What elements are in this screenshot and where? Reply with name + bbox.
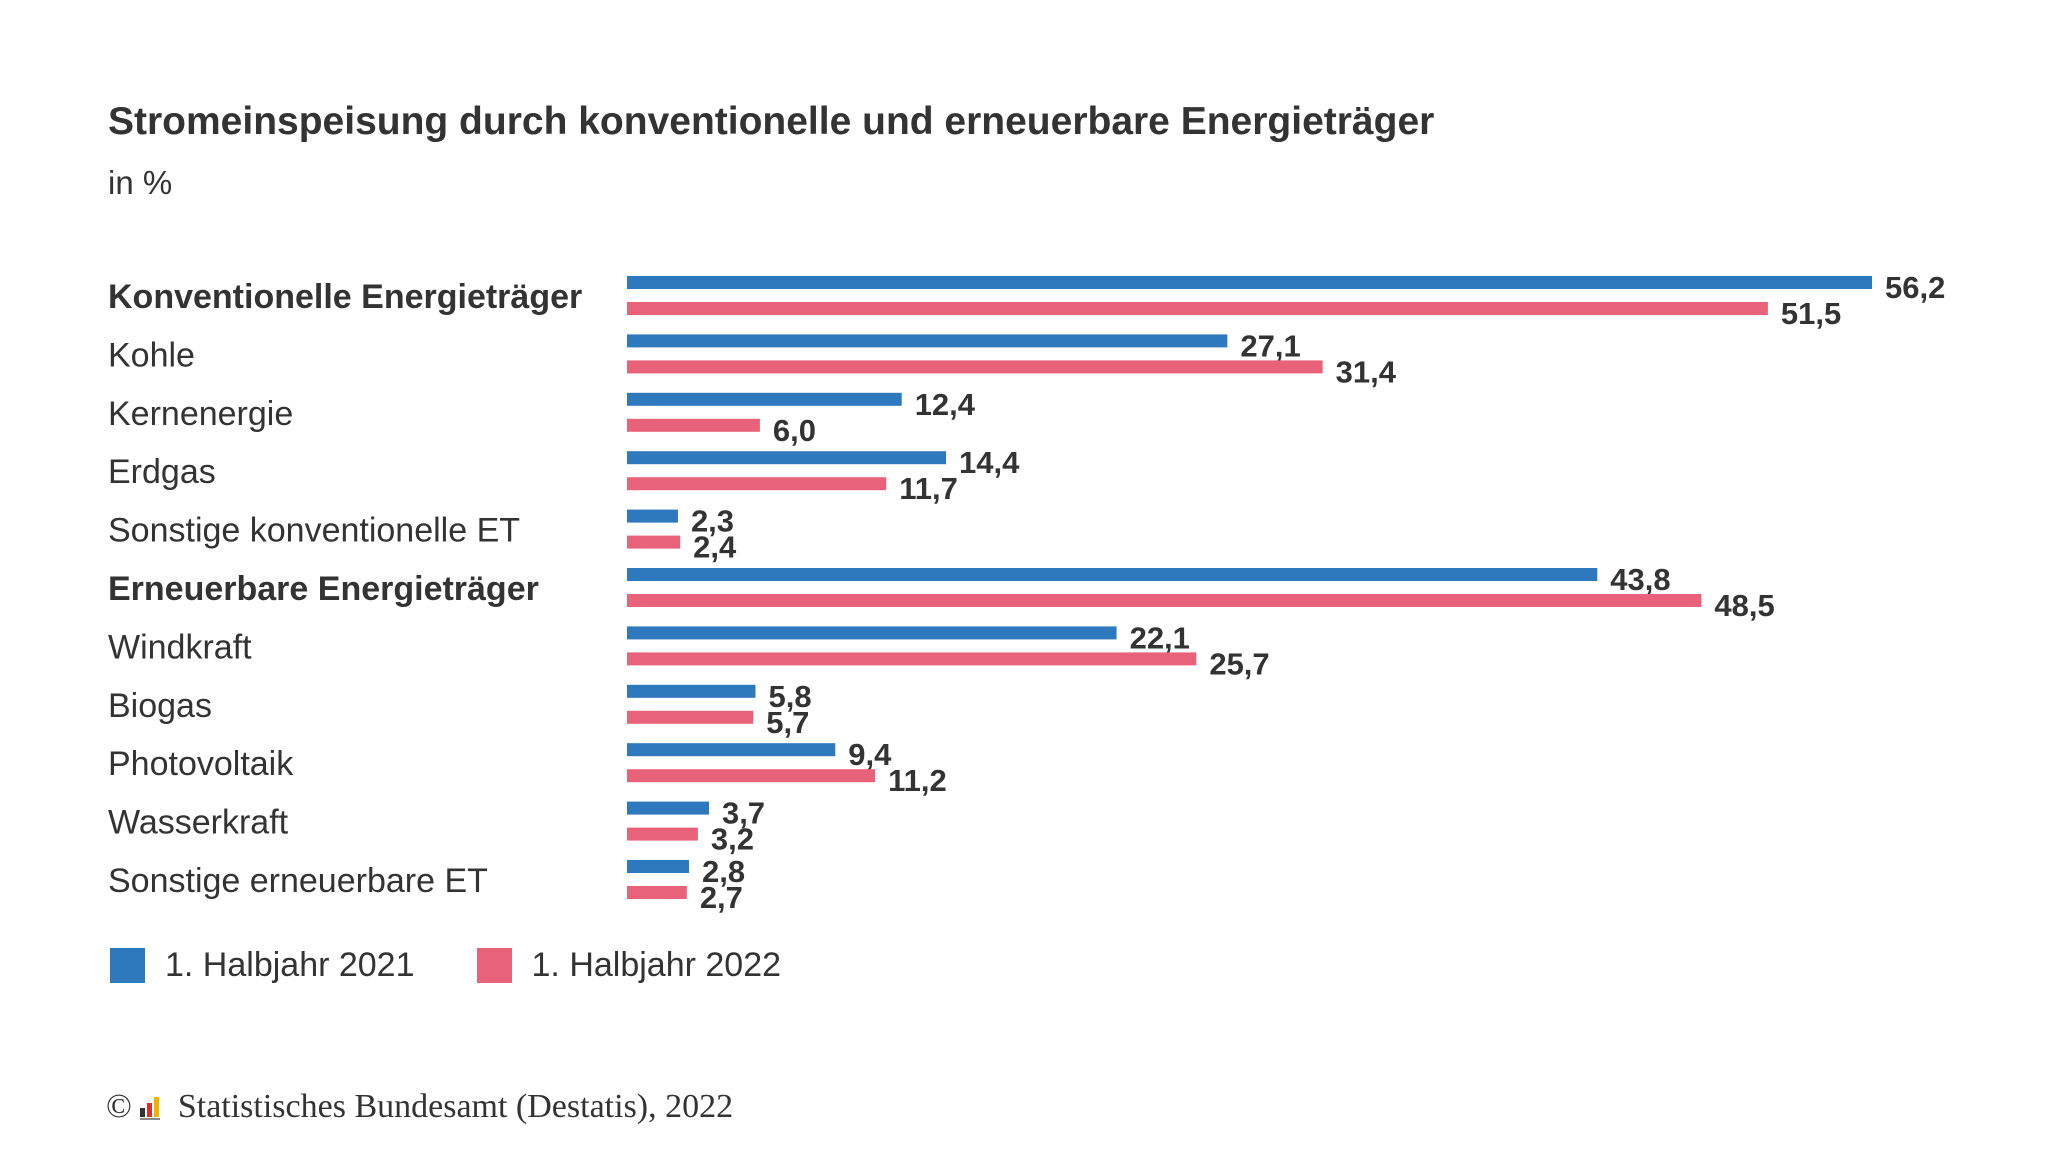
category-label-kernenergie: Kernenergie [108, 395, 293, 433]
destatis-logo-icon [139, 1097, 160, 1120]
bar-windkraft-2022 [627, 652, 1197, 666]
bar-photovoltaik-2021 [627, 743, 836, 757]
value-label-konventionelle-energieträger-2022: 51,5 [1781, 296, 1841, 331]
value-label-sonstige-erneuerbare-et-2022: 2,7 [700, 880, 743, 915]
bar-erneuerbare-energieträger-2022 [627, 594, 1702, 607]
legend-label-2021: 1. Halbjahr 2021 [165, 946, 415, 984]
bar-sonstige-konventionelle-et-2022 [627, 535, 681, 549]
bar-kohle-2022 [627, 360, 1323, 374]
category-label-konventionelle-energieträger: Konventionelle Energieträger [108, 278, 582, 316]
value-label-erdgas-2022: 11,7 [899, 471, 958, 506]
value-label-erdgas-2021: 14,4 [959, 445, 1020, 480]
legend-item-2021: 1. Halbjahr 2021 [110, 946, 415, 985]
category-label-windkraft: Windkraft [108, 628, 252, 666]
legend: 1. Halbjahr 2021 1. Halbjahr 2022 [110, 946, 843, 985]
value-label-kohle-2021: 27,1 [1240, 328, 1300, 363]
chart-subtitle: in % [108, 164, 173, 201]
value-label-biogas-2022: 5,7 [766, 705, 809, 740]
value-label-erneuerbare-energieträger-2022: 48,5 [1714, 588, 1774, 623]
category-label-sonstige-erneuerbare-et: Sonstige erneuerbare ET [108, 862, 488, 900]
legend-swatch-2021 [110, 948, 145, 983]
value-label-konventionelle-energieträger-2021: 56,2 [1885, 270, 1945, 305]
value-label-wasserkraft-2021: 3,7 [722, 796, 765, 831]
category-label-photovoltaik: Photovoltaik [108, 745, 294, 783]
copyright-sign: © [106, 1088, 132, 1125]
legend-label-2022: 1. Halbjahr 2022 [531, 946, 782, 984]
value-label-photovoltaik-2021: 9,4 [848, 737, 892, 772]
legend-item-2022: 1. Halbjahr 2022 [476, 946, 782, 985]
bar-windkraft-2021 [627, 626, 1117, 640]
value-label-sonstige-konventionelle-et-2021: 2,3 [691, 504, 734, 539]
category-label-erneuerbare-energieträger: Erneuerbare Energieträger [108, 570, 539, 608]
value-label-sonstige-konventionelle-et-2022: 2,4 [693, 530, 737, 565]
bar-erdgas-2022 [627, 477, 887, 491]
bar-biogas-2021 [627, 684, 756, 698]
value-label-windkraft-2022: 25,7 [1209, 646, 1269, 681]
legend-swatch-2022 [476, 948, 512, 983]
value-label-erneuerbare-energieträger-2021: 43,8 [1610, 562, 1670, 597]
category-label-biogas: Biogas [108, 687, 212, 725]
category-label-erdgas: Erdgas [108, 453, 216, 491]
bar-kernenergie-2021 [627, 392, 902, 406]
bar-wasserkraft-2022 [627, 827, 698, 841]
bar-konventionelle-energieträger-2022 [627, 302, 1768, 315]
value-label-kernenergie-2022: 6,0 [773, 413, 816, 448]
value-label-biogas-2021: 5,8 [768, 679, 811, 714]
value-label-photovoltaik-2022: 11,2 [888, 763, 947, 798]
value-label-sonstige-erneuerbare-et-2021: 2,8 [702, 854, 745, 889]
category-label-wasserkraft: Wasserkraft [108, 804, 289, 842]
value-label-kohle-2022: 31,4 [1336, 354, 1397, 389]
bar-kohle-2021 [627, 334, 1228, 348]
bar-erneuerbare-energieträger-2021 [627, 568, 1598, 581]
value-label-windkraft-2021: 22,1 [1130, 620, 1190, 655]
value-label-kernenergie-2021: 12,4 [915, 387, 976, 422]
bar-erdgas-2021 [627, 451, 947, 465]
bar-sonstige-konventionelle-et-2021 [627, 509, 678, 523]
bar-photovoltaik-2022 [627, 769, 876, 783]
source-credit: © Statistisches Bundesamt (Destatis), 20… [106, 1088, 733, 1126]
category-label-kohle: Kohle [108, 336, 195, 374]
chart-title: Stromeinspeisung durch konventionelle un… [108, 100, 1435, 143]
bar-sonstige-erneuerbare-et-2021 [627, 860, 690, 873]
bar-konventionelle-energieträger-2021 [627, 276, 1872, 289]
source-text: Statistisches Bundesamt (Destatis), 2022 [177, 1088, 734, 1125]
bar-wasserkraft-2021 [627, 801, 709, 815]
bar-biogas-2022 [627, 710, 754, 724]
category-label-sonstige-konventionelle-et: Sonstige konventionelle ET [108, 512, 520, 550]
bar-sonstige-erneuerbare-et-2022 [627, 886, 687, 899]
value-label-wasserkraft-2022: 3,2 [711, 822, 754, 857]
bar-kernenergie-2022 [627, 418, 760, 432]
